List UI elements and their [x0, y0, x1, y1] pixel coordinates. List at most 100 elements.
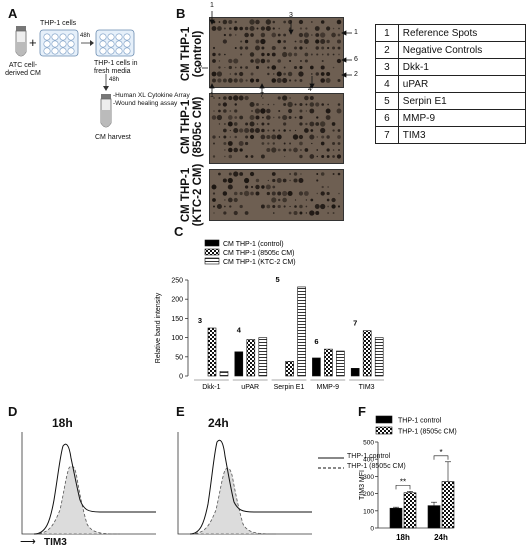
key-num: 6 [375, 109, 399, 127]
key-name: uPAR [397, 75, 526, 93]
legend-label: THP-1 control [398, 418, 442, 425]
key-num: 2 [375, 41, 399, 59]
panel-label-d: D [8, 404, 18, 419]
y-tick-label: 250 [171, 278, 183, 285]
significance-bracket [395, 485, 411, 490]
y-tick-label: 150 [171, 316, 183, 323]
blot-dots [211, 95, 342, 159]
key-row: 6 MMP-9 [375, 109, 526, 127]
legend-label: THP-1 (8505c CM) [398, 429, 457, 436]
marker-3: 3 [289, 12, 293, 19]
key-num: 4 [375, 75, 399, 93]
flow-title-18h: 18h [52, 416, 73, 430]
blot-label-ktc2: CM THP-1 (KTC-2 CM) [180, 163, 204, 227]
bar [350, 368, 360, 377]
blot-control [209, 17, 344, 88]
plus-sign: + [29, 35, 37, 50]
key-row: 7 TIM3 [375, 126, 526, 144]
well-plate-icon [39, 29, 79, 57]
panel-a-schematic [15, 26, 135, 128]
well-plate-icon [95, 29, 135, 57]
blot-dots [211, 171, 341, 216]
blot-label-8505c: CM THP-1 (8505c CM) [180, 96, 204, 158]
bar [362, 330, 372, 377]
flow-legend-lines [318, 457, 344, 469]
significance-mark: * [439, 448, 442, 457]
flow-histogram-24h [177, 432, 312, 535]
chart-c-cytokine-bars: CM THP-1 (control) CM THP-1 (8505c CM) CM … [155, 239, 384, 391]
legend-swatch [204, 239, 220, 247]
bar [258, 337, 268, 377]
bar [427, 505, 441, 529]
category-label: uPAR [241, 384, 259, 391]
y-axis-label: Relative band intensity [155, 292, 162, 363]
legend-label: CM THP-1 (KTC-2 CM) [223, 259, 296, 266]
key-num: 3 [375, 58, 399, 76]
key-num: 1 [375, 24, 399, 42]
category-label: TIM3 [359, 384, 375, 391]
category-label: 18h [396, 533, 410, 542]
bar [297, 286, 306, 377]
marker-4-top: 4 [308, 86, 312, 93]
time-48h-a: 48h [80, 33, 91, 39]
group-number: 3 [198, 316, 202, 325]
chart-f-plot: 0 100 200 300 400 500 TIM3 MFI ** 18h * 24h [359, 440, 455, 542]
y-tick-label: 200 [363, 491, 374, 498]
category-label: Dkk-1 [202, 384, 220, 391]
chart-f-tim3-mfi: THP-1 control THP-1 (8505c CM) 0 100 200 300… [359, 415, 457, 542]
marker-5: 5 [198, 63, 202, 70]
panel-label-e: E [176, 404, 185, 419]
bar [441, 481, 455, 529]
chart-c-plot: 0 50 100 150 200 250 Relative band intensity 3 D… [155, 275, 384, 391]
bar [324, 348, 333, 377]
category-label: Serpin E1 [274, 384, 305, 391]
key-name: Negative Controls [397, 41, 526, 59]
legend-label: CM THP-1 (control) [223, 241, 284, 248]
bar [312, 357, 321, 377]
cm-tube-icon [15, 26, 27, 57]
panel-label-f: F [358, 404, 366, 419]
y-tick-label: 500 [363, 440, 374, 447]
key-row: 3 Dkk-1 [375, 58, 526, 76]
panel-label-c: C [174, 224, 184, 239]
key-num: 7 [375, 126, 399, 144]
assay-2: -Wound healing assay [113, 100, 178, 107]
group-number: 4 [237, 326, 242, 335]
blot-8505c [209, 93, 344, 164]
marker-1-bottom: 1 [210, 92, 214, 99]
marker-7: 7 [260, 92, 264, 99]
panel-label-b: B [176, 6, 186, 21]
flow-histogram-18h [21, 432, 156, 535]
marker-6: 6 [354, 56, 358, 63]
blot-dots [211, 19, 342, 84]
key-row: 5 Serpin E1 [375, 92, 526, 110]
assay-1: -Human XL Cytokine Array [113, 92, 190, 99]
cm-harvest-tube-icon [100, 94, 112, 128]
key-name: TIM3 [397, 126, 526, 144]
bar [285, 361, 294, 377]
y-tick-label: 200 [171, 297, 183, 304]
chart-c-legend: CM THP-1 (control) CM THP-1 (8505c CM) CM … [204, 239, 296, 266]
flow-legend-control: THP-1 control [347, 453, 391, 460]
legend-swatch [204, 257, 220, 265]
key-row: 1 Reference Spots [375, 24, 526, 42]
tim3-arrow-icon: ⟶ [20, 536, 36, 548]
bar [234, 351, 244, 377]
cm-label: ATC cell-derived CM [5, 62, 41, 77]
category-label: MMP-9 [317, 384, 340, 391]
bar [246, 339, 256, 377]
y-axis-label: TIM3 MFI [359, 470, 366, 500]
legend-label: CM THP-1 (8505c CM) [223, 250, 294, 257]
key-row: 2 Negative Controls [375, 41, 526, 59]
bar [403, 492, 417, 529]
key-num: 5 [375, 92, 399, 110]
flow-legend-8505c: THP-1 (8505c CM) [347, 463, 406, 470]
key-name: MMP-9 [397, 109, 526, 127]
y-tick-label: 400 [363, 457, 374, 464]
bar [374, 337, 384, 377]
bar [389, 507, 403, 529]
marker-2: 2 [354, 71, 358, 78]
fresh-media-label: THP-1 cells in fresh media [94, 60, 138, 75]
category-label: 24h [434, 533, 448, 542]
legend-swatch [375, 426, 393, 435]
